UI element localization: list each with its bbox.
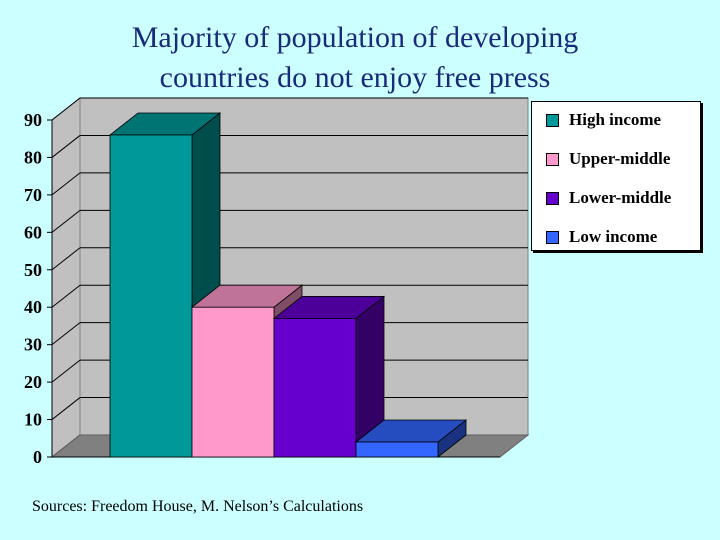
bar-low-income <box>355 441 439 458</box>
gridline-side-40 <box>51 284 81 308</box>
gridline-side-60 <box>51 209 81 233</box>
source-note: Sources: Freedom House, M. Nelson’s Calc… <box>32 498 364 515</box>
y-tick-label-50: 50 <box>24 260 42 280</box>
legend-swatch-high-income <box>546 113 559 127</box>
y-tick-label-80: 80 <box>24 147 42 167</box>
gridline-side-50 <box>51 247 81 271</box>
y-tick-label-90: 90 <box>24 110 42 130</box>
gridline-side-90 <box>51 97 81 121</box>
legend-swatch-low-income <box>546 230 559 244</box>
y-tick-label-0: 0 <box>33 447 42 467</box>
gridline-side-30 <box>51 322 81 346</box>
legend-item-low-income: Low income <box>546 227 657 247</box>
legend-item-high-income: High income <box>546 110 661 130</box>
legend-label-high-income: High income <box>569 110 662 129</box>
y-tick-label-20: 20 <box>24 372 42 392</box>
legend-label-low-income: Low income <box>569 227 658 246</box>
chart-title: Majority of population of developing cou… <box>0 18 710 98</box>
y-tick-label-10: 10 <box>24 410 42 430</box>
chart-side-wall <box>51 96 81 459</box>
legend-label-upper-middle: Upper-middle <box>569 149 671 168</box>
legend-swatch-lower-middle <box>546 191 559 205</box>
gridline-side-70 <box>51 172 81 196</box>
gridline-side-20 <box>51 359 81 383</box>
bar-upper-middle <box>191 306 275 458</box>
bar-high-income <box>109 134 193 458</box>
chart-title-line-1: Majority of population of developing <box>131 21 579 54</box>
y-tick-label-70: 70 <box>24 185 42 205</box>
bar-lower-middle <box>273 318 357 458</box>
y-tick-label-40: 40 <box>24 297 42 317</box>
y-tick-label-60: 60 <box>24 222 42 242</box>
chart-title-line-2: countries do not enjoy free press <box>159 61 551 94</box>
gridline-side-10 <box>51 397 81 420</box>
gridline-side-80 <box>51 135 81 158</box>
y-tick-label-30: 30 <box>24 335 42 355</box>
legend-item-upper-middle: Upper-middle <box>546 149 670 169</box>
chart-legend: High income Upper-middle Lower-middle Low i… <box>531 101 701 251</box>
legend-item-lower-middle: Lower-middle <box>546 188 671 208</box>
legend-swatch-upper-middle <box>546 152 559 166</box>
legend-label-lower-middle: Lower-middle <box>569 188 672 207</box>
